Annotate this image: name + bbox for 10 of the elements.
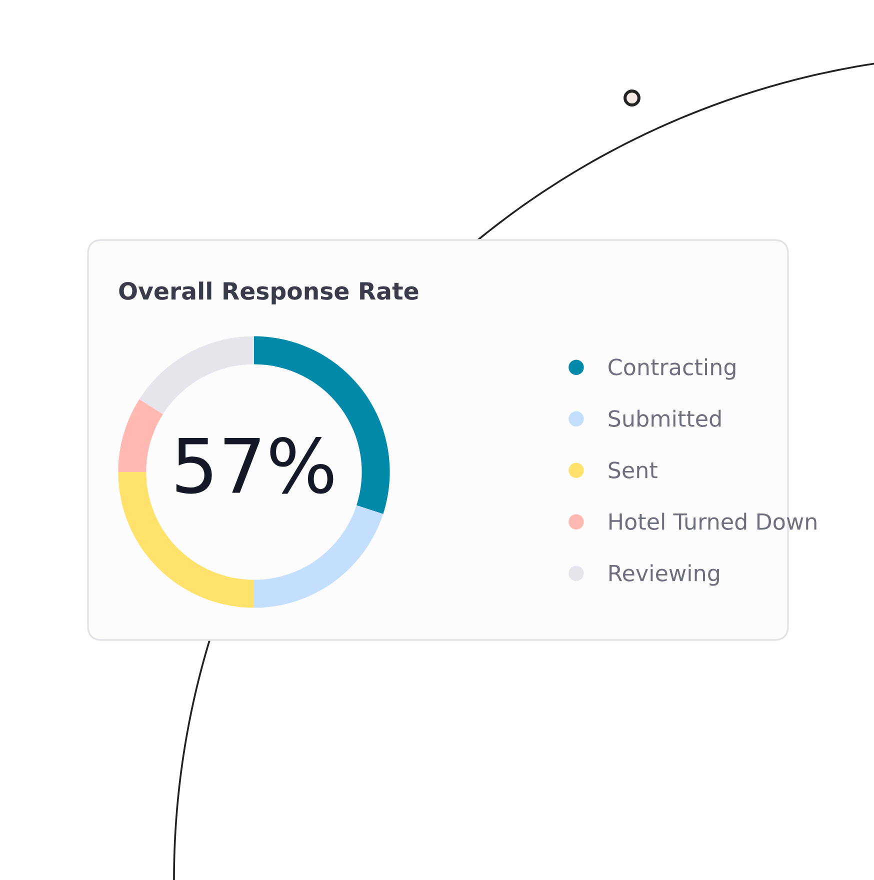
legend-label: Reviewing [610,564,719,586]
donut-slice [254,505,384,608]
legend-label: Hotel Turned Down [610,512,816,530]
legend-label: Sent [608,462,658,478]
donut-slice [118,399,163,472]
legend-label: Submitted [608,410,721,427]
legend-label: Contracting [608,358,736,380]
chart-title: Overall Response Rate [119,282,418,304]
donut-slice [139,336,254,414]
text: 57% [176,437,334,494]
